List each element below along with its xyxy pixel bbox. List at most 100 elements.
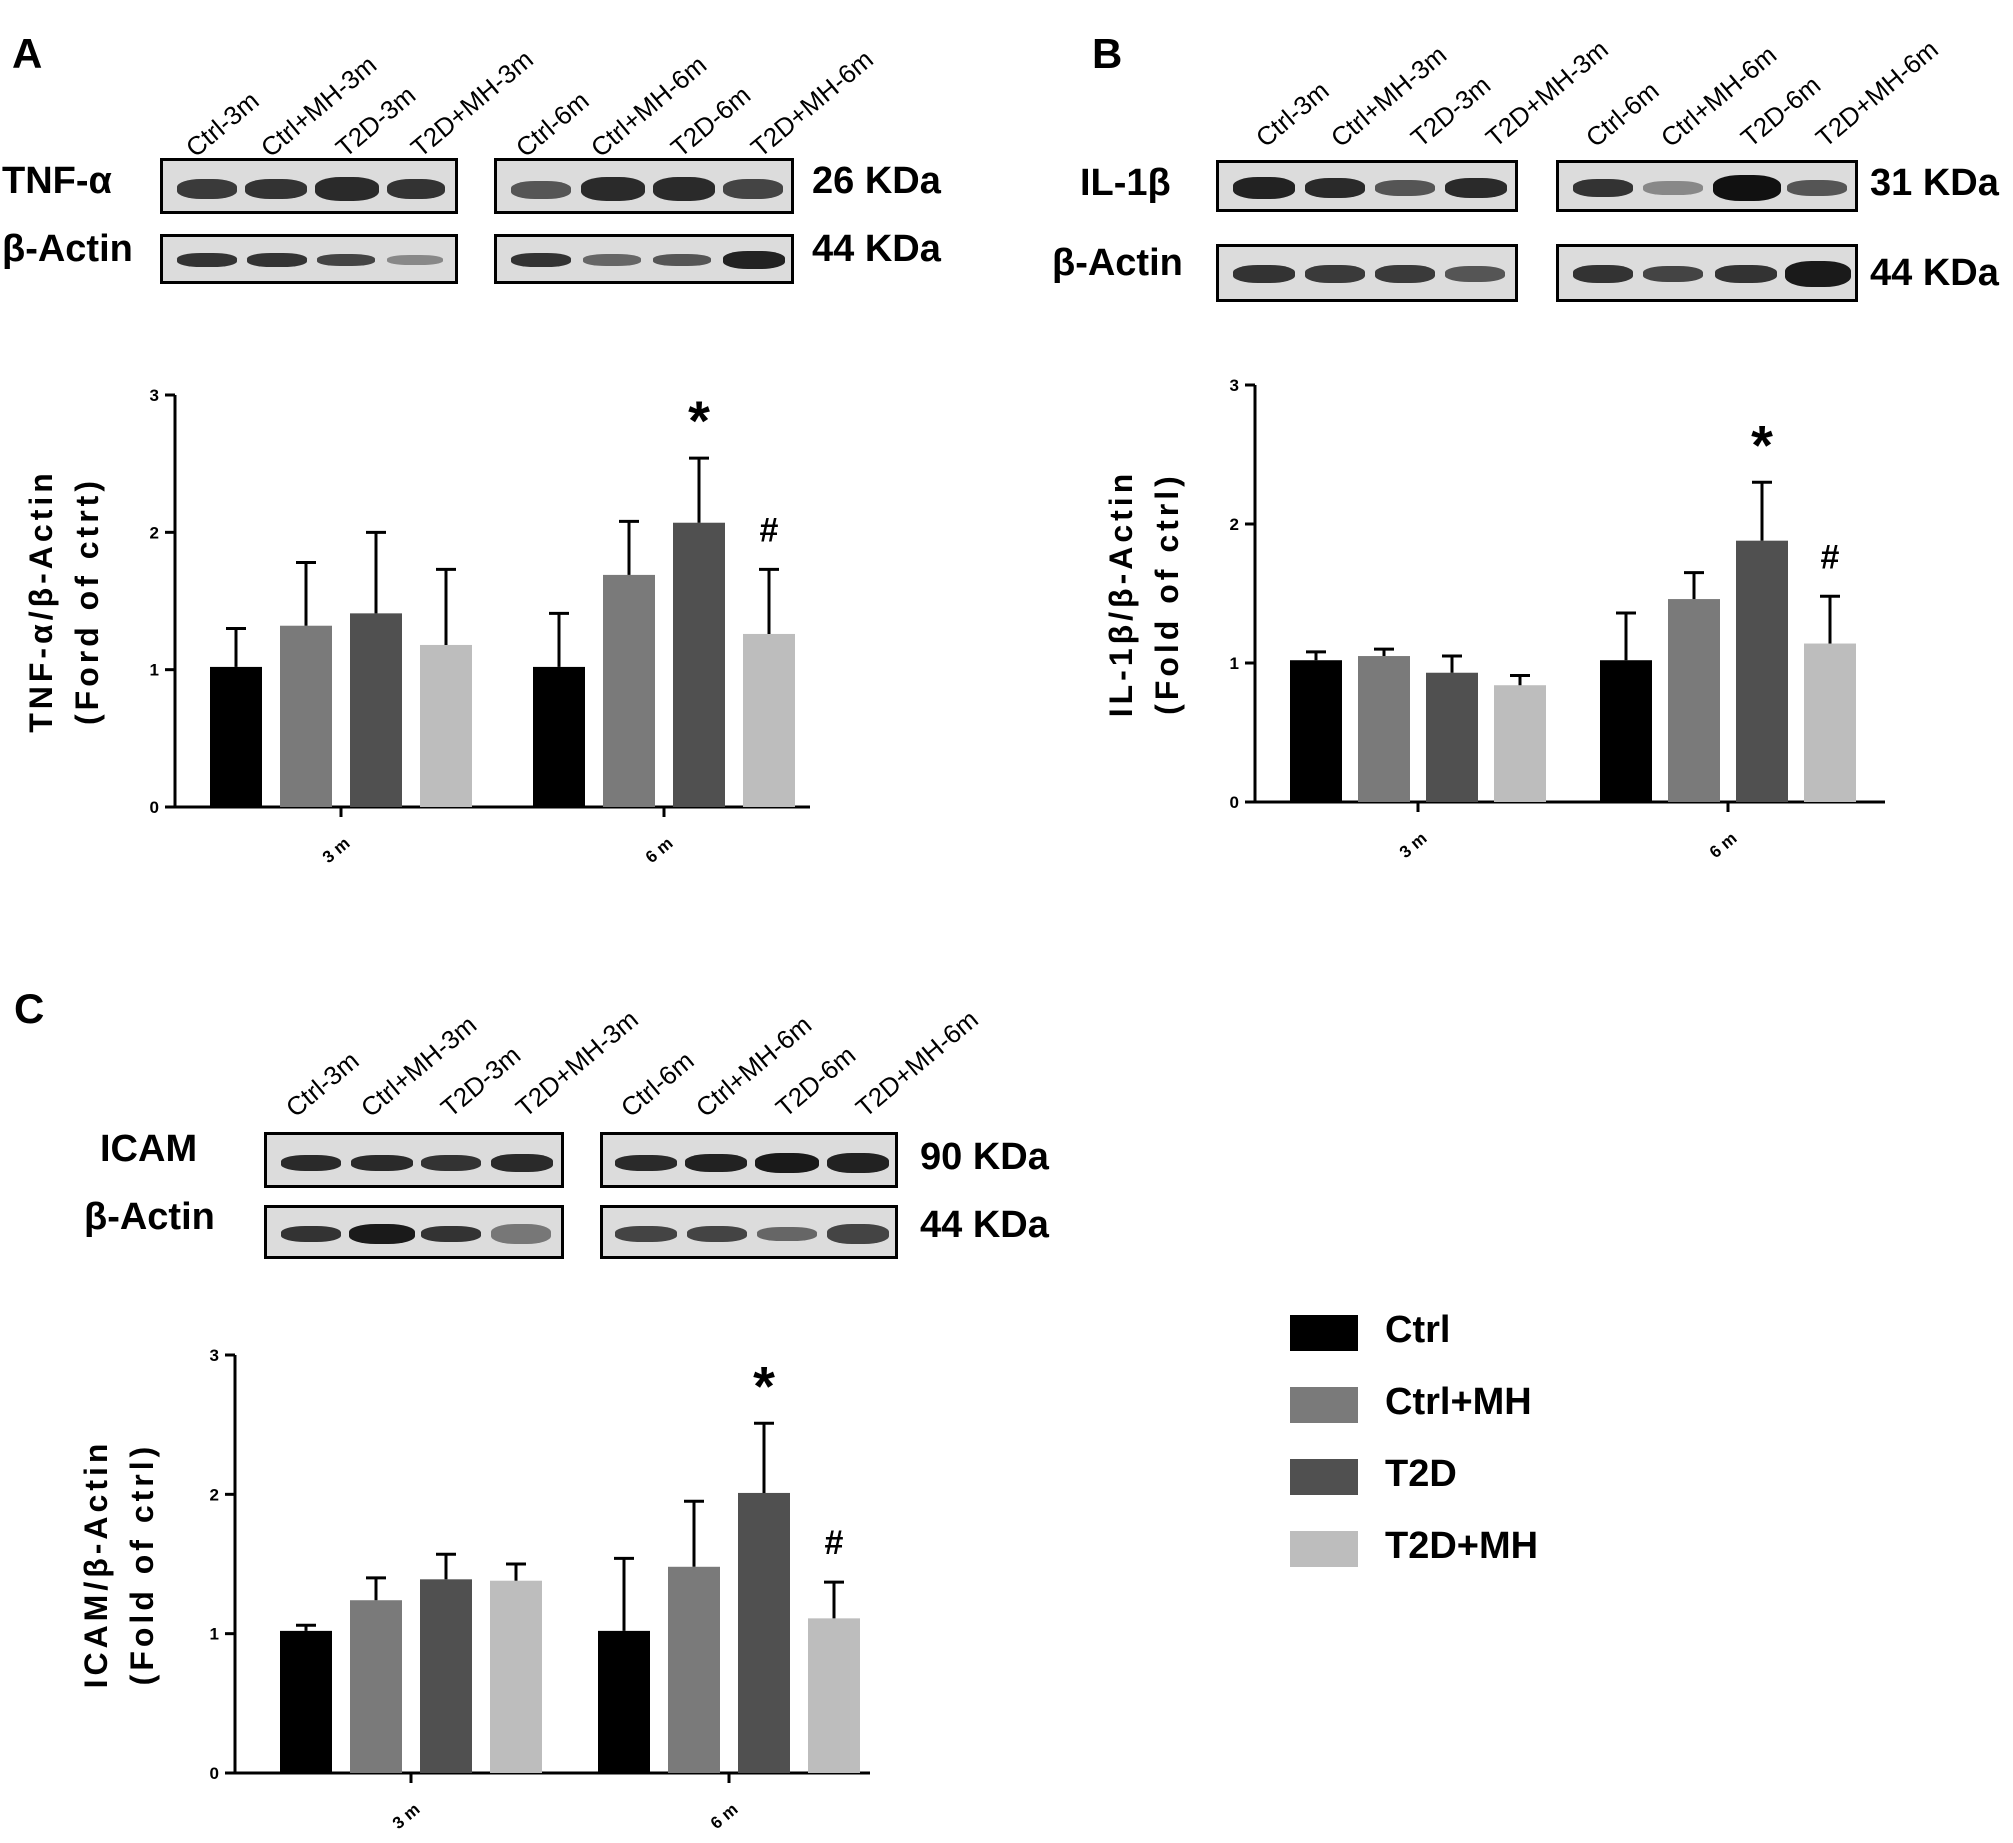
x-tick-label: 3 m <box>389 1800 424 1833</box>
bar <box>1668 599 1720 802</box>
lane-label: Ctrl-3m <box>180 85 265 163</box>
blot-strip-tnf-6m <box>494 158 794 214</box>
bar-chart-b: 0 1 2 3 IL-1β/β-Actin (Fold of ctrl) 3 m 6 m * # <box>1103 376 1885 862</box>
band <box>1375 180 1435 196</box>
y-tick-label: 3 <box>150 386 159 405</box>
band <box>511 181 571 199</box>
significance-hash: # <box>825 1524 844 1562</box>
lane-label: Ctrl-3m <box>1250 75 1335 153</box>
panel-letter-a: A <box>12 30 43 77</box>
blot-strip-icam-3m <box>264 1132 564 1188</box>
band <box>421 1226 481 1242</box>
blot-strip-actin-c-6m <box>600 1205 898 1259</box>
blot-block-b: Ctrl-3m Ctrl+MH-3m T2D-3m T2D+MH-3m Ctrl… <box>1000 0 2013 302</box>
size-label-actin-a: 44 KDa <box>812 228 941 270</box>
y-tick-label: 0 <box>210 1764 219 1783</box>
significance-star: * <box>753 1354 775 1417</box>
band <box>351 1155 413 1171</box>
y-tick-label: 3 <box>210 1346 219 1365</box>
significance-star: * <box>1751 413 1773 476</box>
y-tick-label: 1 <box>210 1625 219 1644</box>
band <box>387 255 443 265</box>
blot-strip-actin-c-3m <box>264 1205 564 1259</box>
band <box>1305 265 1365 283</box>
bar <box>490 1580 542 1773</box>
blot-strip-actin-a-6m <box>494 234 794 284</box>
band <box>581 177 645 201</box>
x-tick-label: 6 m <box>707 1800 742 1833</box>
band <box>757 1227 817 1241</box>
blot-strip-actin-a-3m <box>160 234 458 284</box>
significance-star: * <box>688 389 710 452</box>
band <box>1715 265 1777 283</box>
protein-label-icam: ICAM <box>100 1128 198 1170</box>
y-axis-title-2: (Ford of ctrt) <box>69 477 105 725</box>
band <box>281 1155 341 1171</box>
bar <box>1804 643 1856 802</box>
bar <box>738 1492 790 1773</box>
legend-swatch <box>1290 1387 1358 1423</box>
lane-label: T2D+MH-6m <box>1810 33 1944 153</box>
bar <box>1600 660 1652 802</box>
y-axis-title-2: (Fold of ctrl) <box>124 1443 160 1686</box>
bar <box>210 666 262 807</box>
protein-label-tnf: TNF-α <box>2 160 112 202</box>
bar-chart-a: 0 1 2 3 TNF-α/β-Actin (Ford of ctrt) 3 m 6 m * # <box>23 386 810 867</box>
bar <box>420 1579 472 1773</box>
blot-block-c: Ctrl-3m Ctrl+MH-3m T2D-3m T2D+MH-3m Ctrl… <box>0 950 1100 1260</box>
blot-block-a: Ctrl-3m Ctrl+MH-3m T2D-3m T2D+MH-3m Ctrl… <box>0 0 980 300</box>
band <box>653 177 715 201</box>
bar <box>350 1600 402 1773</box>
lane-label: Ctrl-6m <box>615 1045 700 1123</box>
panel-letter-c: C <box>14 985 45 1032</box>
legend-label: T2D+MH <box>1385 1525 1539 1567</box>
y-tick-label: 0 <box>150 798 159 817</box>
band <box>511 253 571 267</box>
blot-strip-il1b-6m <box>1556 160 1858 212</box>
y-tick-label: 2 <box>210 1485 219 1504</box>
y-axis-title: TNF-α/β-Actin <box>23 469 59 733</box>
band <box>177 179 237 199</box>
bar <box>420 644 472 807</box>
bar <box>673 522 725 807</box>
bar <box>1358 656 1410 802</box>
y-tick-label: 1 <box>150 661 159 680</box>
protein-label-actin: β-Actin <box>2 228 133 270</box>
lane-label: Ctrl-6m <box>1580 75 1665 153</box>
band <box>723 251 785 269</box>
band <box>281 1226 341 1242</box>
blot-strip-il1b-3m <box>1216 160 1518 212</box>
bar <box>1494 685 1546 802</box>
band <box>491 1224 551 1244</box>
bar <box>280 625 332 807</box>
band <box>1233 177 1295 199</box>
band <box>827 1224 889 1244</box>
y-tick-label: 2 <box>1230 515 1239 534</box>
band <box>1785 261 1851 287</box>
band <box>1305 178 1365 198</box>
band <box>615 1155 677 1171</box>
significance-hash: # <box>1821 538 1840 576</box>
legend-swatch <box>1290 1531 1358 1567</box>
band <box>387 179 445 199</box>
blot-strip-actin-b-3m <box>1216 244 1518 302</box>
band <box>685 1154 747 1172</box>
lane-label: Ctrl-3m <box>280 1045 365 1123</box>
x-tick-label: 6 m <box>1706 829 1741 862</box>
band <box>1787 180 1847 196</box>
size-label-icam: 90 KDa <box>920 1136 1049 1178</box>
bar <box>1290 660 1342 802</box>
bar <box>603 574 655 807</box>
legend-swatch <box>1290 1459 1358 1495</box>
band <box>687 1226 747 1242</box>
bar <box>743 633 795 807</box>
band <box>315 177 379 201</box>
blot-strip-actin-b-6m <box>1556 244 1858 302</box>
x-tick-label: 3 m <box>319 834 354 867</box>
bar-chart-c: 0 1 2 3 ICAM/β-Actin (Fold of ctrl) 3 m 6 m * # <box>78 1346 870 1833</box>
bar <box>808 1618 860 1773</box>
y-tick-label: 0 <box>1230 793 1239 812</box>
y-axis-title: IL-1β/β-Actin <box>1103 470 1139 718</box>
size-label-tnf: 26 KDa <box>812 160 941 202</box>
band <box>1643 181 1703 195</box>
